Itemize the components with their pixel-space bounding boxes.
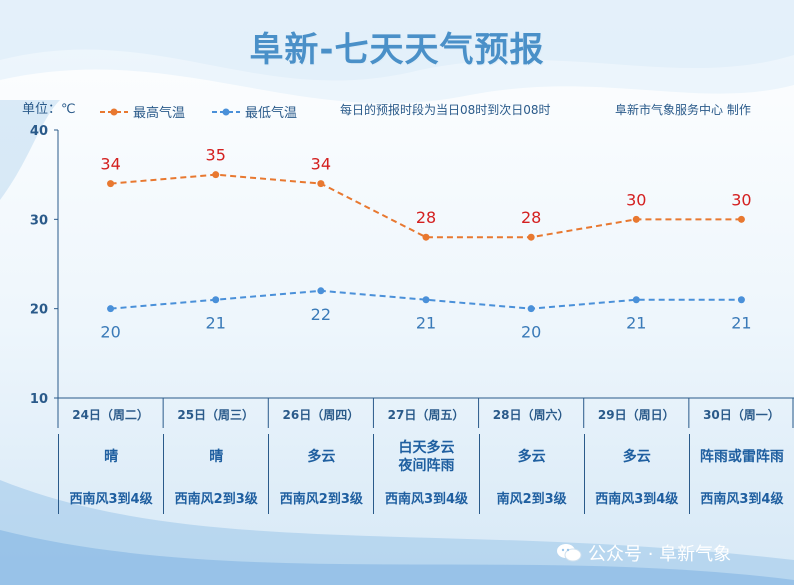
forecast-day-column: 晴西南风2到3级 — [163, 434, 268, 514]
low-temp-point — [632, 296, 640, 304]
x-tick-label: 25日（周三） — [177, 407, 254, 422]
high-temp-point — [737, 215, 745, 223]
forecast-day-column: 阵雨或雷阵雨 西南风3到4级 — [688, 434, 794, 514]
x-tick-label: 26日（周四） — [283, 407, 360, 422]
wechat-icon — [557, 544, 582, 562]
high-temp-label: 34 — [311, 155, 331, 174]
forecast-day-column: 多云西南风2到3级 — [268, 434, 373, 514]
y-tick-label: 10 — [30, 392, 48, 407]
high-temp-point — [527, 233, 535, 241]
legend-high-marker — [110, 108, 118, 116]
weather-text: 多云 — [622, 449, 651, 465]
legend: 最高气温 最低气温 — [100, 105, 297, 121]
axes: 10 20 30 40 24日（周二） 25日（周三） 26日（周四） 27日（周五） 28日（… — [30, 124, 794, 428]
high-temp-line — [110, 173, 742, 239]
high-temp-point — [632, 215, 640, 223]
high-temp-label: 34 — [100, 155, 120, 174]
low-temp-label: 20 — [521, 323, 541, 342]
forecast-table: 晴西南风3到4级晴西南风2到3级 多云 西南风2到3级 白天多云 夜间阵雨 西南风3到4级… — [58, 434, 794, 514]
weather-text: 晴 — [104, 449, 119, 465]
legend-low-marker — [222, 108, 230, 116]
x-tick-label: 28日（周六） — [493, 407, 570, 422]
temperature-chart: 最高气温 最低气温 10 20 30 40 24日（周二） 25日（周三） 26日（周四） 2… — [30, 105, 794, 428]
high-temp-point — [422, 233, 430, 241]
high-temp-point — [107, 180, 115, 188]
watermark-text: 公众号 · 阜新气象 — [588, 544, 732, 565]
low-temp-point — [212, 296, 220, 304]
weather-text: 白天多云 夜间阵雨 — [398, 440, 455, 474]
wind-text: 西南风3到4级 — [700, 491, 784, 507]
low-temp-point — [737, 296, 745, 304]
wind-text: 西南风2到3级 — [174, 491, 258, 507]
x-tick-label: 29日（周日） — [598, 407, 675, 422]
producer-note: 阜新市气象服务中心 制作 — [615, 103, 751, 117]
low-temp-label: 21 — [416, 314, 436, 333]
high-temp-point — [212, 171, 220, 179]
forecast-day-column: 多云南风2到3级 — [478, 434, 584, 514]
page-title: 阜新-七天天气预报 — [249, 30, 545, 70]
series: 34 35 34 28 28 30 30 20 21 22 21 20 21 21 — [100, 146, 751, 342]
high-temp-label: 35 — [206, 146, 226, 165]
forecast-day-column: 白天多云 夜间阵雨西南风3到4级 — [373, 434, 478, 514]
forecast-day-column: 多云西南风3到4级 — [583, 434, 689, 514]
y-tick-label: 30 — [30, 213, 48, 228]
forecast-day-column: 晴西南风3到4级 — [58, 434, 163, 514]
low-temp-label: 21 — [626, 314, 646, 333]
low-temp-label: 21 — [731, 314, 751, 333]
wind-text: 西南风3到4级 — [595, 491, 679, 507]
forecast-period-note: 每日的预报时段为当日08时到次日08时 — [340, 103, 551, 117]
wind-text: 西南风2到3级 — [279, 491, 363, 507]
low-temp-label: 22 — [311, 305, 331, 324]
high-temp-label: 30 — [626, 190, 646, 209]
legend-low-label: 最低气温 — [245, 105, 297, 121]
x-tick-label: 27日（周五） — [388, 407, 465, 422]
weather-text: 多云 — [517, 449, 546, 465]
wind-text: 西南风3到4级 — [384, 491, 469, 507]
wind-text: 南风2到3级 — [496, 491, 567, 507]
weather-text: 晴 — [209, 449, 224, 465]
high-temp-point — [317, 180, 325, 188]
low-temp-point — [107, 305, 115, 313]
high-temp-label: 30 — [731, 190, 751, 209]
low-temp-label: 21 — [206, 314, 226, 333]
weather-text: 阵雨或雷阵雨 — [699, 449, 784, 465]
y-tick-label: 20 — [30, 303, 48, 318]
low-temp-point — [422, 296, 430, 304]
x-tick-label: 30日（周一） — [703, 407, 780, 422]
low-temp-label: 20 — [100, 323, 120, 342]
y-tick-label: 40 — [30, 124, 48, 139]
wind-text: 西南风3到4级 — [69, 491, 153, 507]
unit-label: 单位：℃ — [22, 102, 76, 117]
low-temp-point — [317, 287, 325, 295]
low-temp-point — [527, 305, 535, 313]
watermark: 公众号 · 阜新气象 — [556, 540, 731, 566]
high-temp-label: 28 — [416, 208, 436, 227]
legend-high-label: 最高气温 — [133, 105, 185, 121]
x-tick-label: 24日（周二） — [72, 407, 149, 422]
high-temp-label: 28 — [521, 208, 541, 227]
weather-text: 多云 — [307, 449, 336, 465]
